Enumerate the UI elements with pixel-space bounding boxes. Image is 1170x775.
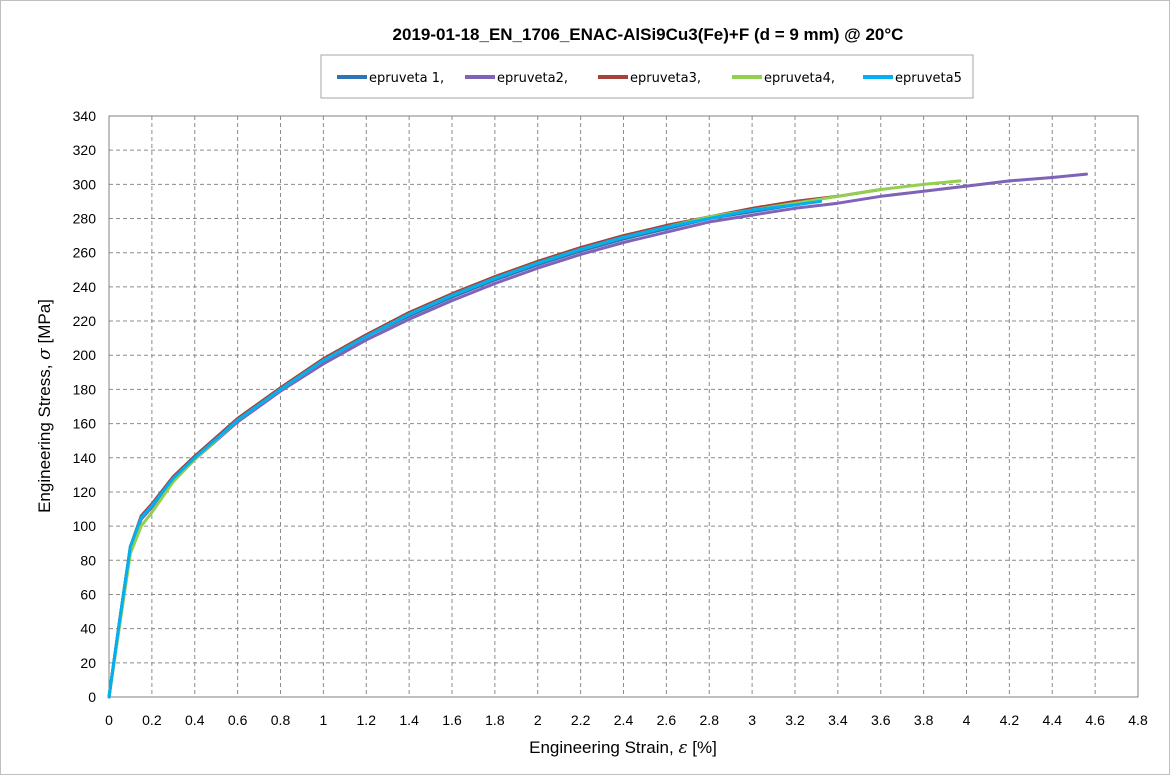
y-tick-label: 0: [88, 689, 96, 705]
y-tick-label: 160: [73, 416, 97, 432]
x-tick-label: 3.8: [914, 712, 934, 728]
x-tick-label: 1.2: [357, 712, 377, 728]
y-tick-label: 280: [73, 211, 97, 227]
x-tick-label: 4.8: [1128, 712, 1148, 728]
x-tick-label: 1.8: [485, 712, 505, 728]
x-tick-label: 0.2: [142, 712, 162, 728]
x-tick-label: 3.4: [828, 712, 848, 728]
data-series: [107, 172, 1088, 699]
x-tick-label: 2.6: [657, 712, 677, 728]
x-tick-label: 4.6: [1085, 712, 1105, 728]
y-axis-title-suffix: [MPa]: [35, 299, 54, 348]
x-tick-label: 3: [748, 712, 756, 728]
x-tick-label: 1: [319, 712, 327, 728]
x-tick-label: 4.2: [1000, 712, 1020, 728]
legend-label-5: epruveta5: [895, 71, 962, 86]
legend-items: epruveta 1, epruveta2, epruveta3, epruveta4…: [337, 71, 962, 86]
x-tick-label: 2: [534, 712, 542, 728]
x-axis-title: Engineering Strain, ε [%]: [529, 738, 717, 758]
grid-lines: [109, 116, 1138, 697]
x-tick-label: 4.4: [1043, 712, 1063, 728]
x-tick-label: 3.2: [785, 712, 805, 728]
y-tick-label: 140: [73, 450, 97, 466]
y-tick-label: 260: [73, 245, 97, 261]
y-tick-labels: 0 20 40 60 80 100 120 140 160 180 200 220 240 260 280 3…: [73, 108, 97, 705]
x-tick-label: 3.6: [871, 712, 891, 728]
x-tick-label: 1.4: [399, 712, 419, 728]
y-tick-label: 120: [73, 484, 97, 500]
series-line-5: [107, 199, 823, 699]
legend: epruveta 1, epruveta2, epruveta3, epruveta4…: [320, 54, 974, 99]
y-axis-title: Engineering Stress, σ [MPa]: [35, 299, 55, 513]
x-tick-label: 2.8: [700, 712, 720, 728]
x-tick-label: 0.8: [271, 712, 291, 728]
x-tick-labels: 0 0.2 0.4 0.6 0.8 1 1.2 1.4 1.6 1.8 2 2.2 2.4 2.6 2.8 3…: [105, 712, 1148, 728]
x-tick-label: 0.6: [228, 712, 248, 728]
legend-label-1: epruveta 1,: [369, 71, 444, 86]
y-tick-label: 240: [73, 279, 97, 295]
plot-border: [108, 115, 1139, 698]
chart-title: 2019-01-18_EN_1706_ENAC-AlSi9Cu3(Fe)+F (…: [393, 25, 904, 44]
y-tick-label: 300: [73, 176, 97, 192]
legend-label-2: epruveta2,: [497, 71, 568, 86]
x-axis-title-suffix: [%]: [688, 738, 717, 757]
y-tick-label: 80: [80, 552, 96, 568]
x-axis-title-prefix: Engineering Strain,: [529, 738, 678, 757]
x-tick-label: 0.4: [185, 712, 205, 728]
x-tick-label: 4: [963, 712, 971, 728]
y-tick-label: 100: [73, 518, 97, 534]
y-axis-title-symbol: σ: [35, 348, 55, 360]
x-tick-label: 0: [105, 712, 113, 728]
x-axis-title-symbol: ε: [678, 738, 687, 758]
y-tick-label: 200: [73, 347, 97, 363]
legend-label-4: epruveta4,: [764, 71, 835, 86]
y-tick-label: 340: [73, 108, 97, 124]
x-tick-label: 2.4: [614, 712, 634, 728]
y-tick-label: 220: [73, 313, 97, 329]
x-tick-label: 2.2: [571, 712, 591, 728]
legend-label-3: epruveta3,: [630, 71, 701, 86]
x-tick-label: 1.6: [442, 712, 462, 728]
y-tick-label: 20: [80, 655, 96, 671]
y-tick-label: 180: [73, 381, 97, 397]
y-tick-label: 60: [80, 586, 96, 602]
y-tick-label: 320: [73, 142, 97, 158]
y-tick-label: 40: [80, 621, 96, 637]
y-axis-title-prefix: Engineering Stress,: [35, 360, 54, 513]
